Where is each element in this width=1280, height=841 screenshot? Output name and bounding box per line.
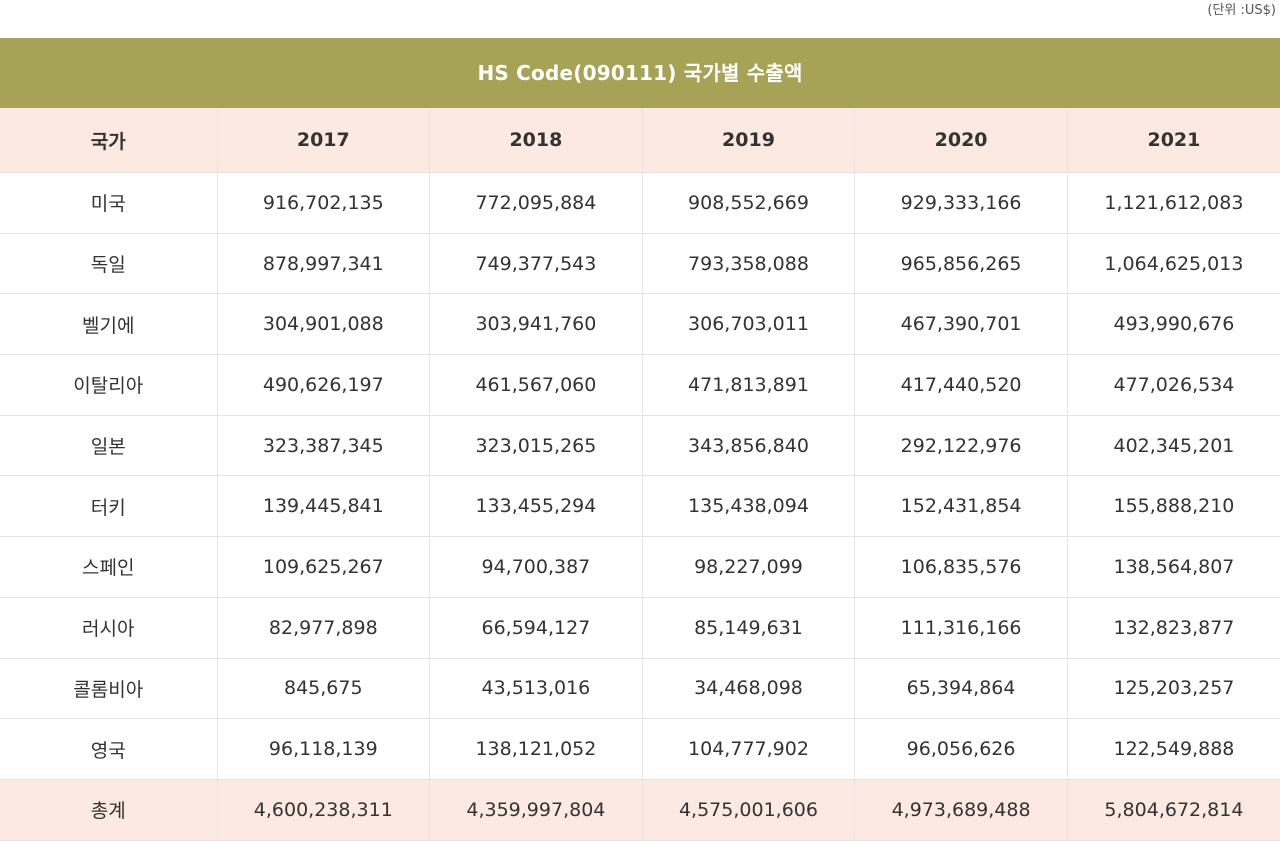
value-cell: 66,594,127 — [429, 597, 643, 659]
total-row: 총계 4,600,238,311 4,359,997,804 4,575,001… — [0, 779, 1280, 841]
table-row: 미국 916,702,135 772,095,884 908,552,669 929,3… — [0, 172, 1280, 234]
total-cell: 4,600,238,311 — [217, 779, 431, 841]
data-table: 국가 2017 2018 2019 2020 2021 미국 916,702,13… — [0, 108, 1280, 841]
header-year: 2020 — [854, 108, 1068, 173]
header-row: 국가 2017 2018 2019 2020 2021 — [0, 108, 1280, 173]
value-cell: 122,549,888 — [1067, 718, 1280, 780]
total-label: 총계 — [0, 779, 218, 841]
value-cell: 417,440,520 — [854, 354, 1068, 416]
total-cell: 4,575,001,606 — [642, 779, 856, 841]
value-cell: 306,703,011 — [642, 293, 856, 356]
country-cell: 콜롬비아 — [0, 658, 218, 720]
table-row: 콜롬비아 845,675 43,513,016 34,468,098 65,394,86… — [0, 658, 1280, 720]
value-cell: 135,438,094 — [642, 475, 856, 538]
value-cell: 65,394,864 — [854, 658, 1068, 720]
value-cell: 303,941,760 — [429, 293, 643, 356]
value-cell: 461,567,060 — [429, 354, 643, 416]
value-cell: 104,777,902 — [642, 718, 856, 780]
country-cell: 러시아 — [0, 597, 218, 659]
table-row: 터키 139,445,841 133,455,294 135,438,094 152,4… — [0, 475, 1280, 538]
value-cell: 125,203,257 — [1067, 658, 1280, 720]
value-cell: 323,387,345 — [217, 415, 431, 477]
value-cell: 965,856,265 — [854, 233, 1068, 295]
value-cell: 467,390,701 — [854, 293, 1068, 356]
header-year: 2018 — [429, 108, 643, 173]
value-cell: 878,997,341 — [217, 233, 431, 295]
table-row: 일본 323,387,345 323,015,265 343,856,840 292,1… — [0, 415, 1280, 477]
value-cell: 34,468,098 — [642, 658, 856, 720]
value-cell: 477,026,534 — [1067, 354, 1280, 416]
value-cell: 343,856,840 — [642, 415, 856, 477]
value-cell: 111,316,166 — [854, 597, 1068, 659]
value-cell: 155,888,210 — [1067, 475, 1280, 538]
value-cell: 133,455,294 — [429, 475, 643, 538]
table-row: 이탈리아 490,626,197 461,567,060 471,813,891 417… — [0, 354, 1280, 416]
country-cell: 미국 — [0, 172, 218, 234]
value-cell: 96,118,139 — [217, 718, 431, 780]
country-cell: 이탈리아 — [0, 354, 218, 416]
value-cell: 292,122,976 — [854, 415, 1068, 477]
total-cell: 5,804,672,814 — [1067, 779, 1280, 841]
value-cell: 490,626,197 — [217, 354, 431, 416]
table-title: HS Code(090111) 국가별 수출액 — [0, 38, 1280, 108]
value-cell: 1,121,612,083 — [1067, 172, 1280, 234]
value-cell: 96,056,626 — [854, 718, 1068, 780]
value-cell: 1,064,625,013 — [1067, 233, 1280, 295]
country-cell: 독일 — [0, 233, 218, 295]
country-cell: 스페인 — [0, 536, 218, 598]
unit-note: (단위 :US$) — [1207, 3, 1276, 18]
value-cell: 916,702,135 — [217, 172, 431, 234]
value-cell: 85,149,631 — [642, 597, 856, 659]
total-cell: 4,973,689,488 — [854, 779, 1068, 841]
value-cell: 493,990,676 — [1067, 293, 1280, 356]
export-table: HS Code(090111) 국가별 수출액 국가 2017 2018 201… — [0, 38, 1280, 841]
value-cell: 845,675 — [217, 658, 431, 720]
country-cell: 벨기에 — [0, 293, 218, 356]
header-year: 2019 — [642, 108, 856, 173]
value-cell: 772,095,884 — [429, 172, 643, 234]
value-cell: 98,227,099 — [642, 536, 856, 598]
total-cell: 4,359,997,804 — [429, 779, 643, 841]
value-cell: 152,431,854 — [854, 475, 1068, 538]
table-row: 독일 878,997,341 749,377,543 793,358,088 965,8… — [0, 233, 1280, 295]
value-cell: 471,813,891 — [642, 354, 856, 416]
value-cell: 138,564,807 — [1067, 536, 1280, 598]
value-cell: 402,345,201 — [1067, 415, 1280, 477]
header-year: 2021 — [1067, 108, 1280, 173]
value-cell: 138,121,052 — [429, 718, 643, 780]
table-row: 벨기에 304,901,088 303,941,760 306,703,011 467,… — [0, 293, 1280, 356]
value-cell: 94,700,387 — [429, 536, 643, 598]
country-cell: 터키 — [0, 475, 218, 538]
value-cell: 929,333,166 — [854, 172, 1068, 234]
value-cell: 82,977,898 — [217, 597, 431, 659]
value-cell: 304,901,088 — [217, 293, 431, 356]
table-row: 러시아 82,977,898 66,594,127 85,149,631 111,316… — [0, 597, 1280, 659]
value-cell: 793,358,088 — [642, 233, 856, 295]
country-cell: 영국 — [0, 718, 218, 780]
header-year: 2017 — [217, 108, 431, 173]
value-cell: 132,823,877 — [1067, 597, 1280, 659]
table-row: 스페인 109,625,267 94,700,387 98,227,099 106,83… — [0, 536, 1280, 598]
value-cell: 139,445,841 — [217, 475, 431, 538]
value-cell: 106,835,576 — [854, 536, 1068, 598]
value-cell: 109,625,267 — [217, 536, 431, 598]
table-row: 영국 96,118,139 138,121,052 104,777,902 96,056… — [0, 718, 1280, 780]
value-cell: 43,513,016 — [429, 658, 643, 720]
value-cell: 749,377,543 — [429, 233, 643, 295]
value-cell: 323,015,265 — [429, 415, 643, 477]
header-country: 국가 — [0, 108, 218, 173]
country-cell: 일본 — [0, 415, 218, 477]
value-cell: 908,552,669 — [642, 172, 856, 234]
